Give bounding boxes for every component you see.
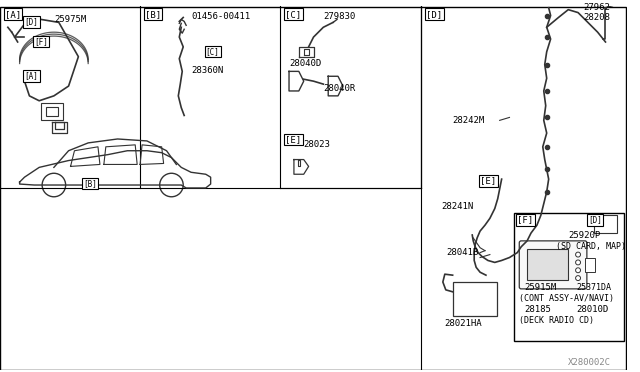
Text: 27962: 27962	[583, 3, 610, 12]
Text: [D]: [D]	[24, 17, 38, 26]
Text: 28021HA: 28021HA	[444, 319, 481, 328]
Text: 28040D: 28040D	[289, 60, 321, 68]
Text: 279830: 279830	[323, 12, 356, 22]
Circle shape	[575, 276, 580, 280]
Text: 28241N: 28241N	[441, 202, 473, 211]
Bar	[46, 107, 58, 116]
Text: 28040R: 28040R	[323, 84, 356, 93]
Text: [D]: [D]	[588, 215, 602, 224]
Text: 28010D: 28010D	[576, 305, 609, 314]
Text: 28185: 28185	[524, 305, 551, 314]
Text: 25920P: 25920P	[568, 231, 600, 240]
Text: (SD CARD, MAP): (SD CARD, MAP)	[557, 242, 627, 251]
Bar	[594, 215, 617, 233]
Text: [C]: [C]	[285, 10, 301, 19]
Text: [B]: [B]	[83, 179, 97, 188]
Text: 25915M: 25915M	[524, 283, 556, 292]
Text: (CONT ASSY-AV/NAVI): (CONT ASSY-AV/NAVI)	[519, 294, 614, 303]
Text: X280002C: X280002C	[568, 358, 611, 367]
Bar	[527, 249, 568, 280]
Bar	[515, 214, 624, 341]
Bar	[41, 103, 63, 121]
Text: 28208: 28208	[583, 13, 610, 22]
Text: [C]: [C]	[205, 47, 220, 56]
Text: 28242M: 28242M	[452, 116, 485, 125]
Text: 01456-00411: 01456-00411	[191, 12, 250, 22]
Circle shape	[575, 268, 580, 273]
Text: [F]: [F]	[35, 37, 48, 46]
Text: 25371DA: 25371DA	[576, 283, 611, 292]
Text: 25975M: 25975M	[54, 15, 86, 25]
FancyBboxPatch shape	[519, 241, 587, 289]
Text: [A]: [A]	[5, 10, 21, 19]
Text: 28360N: 28360N	[191, 66, 223, 75]
Text: [F]: [F]	[517, 215, 533, 224]
Text: (DECK RADIO CD): (DECK RADIO CD)	[519, 316, 595, 325]
Text: 28041B: 28041B	[447, 248, 479, 257]
Circle shape	[575, 260, 580, 265]
Text: [B]: [B]	[145, 10, 161, 19]
Text: [D]: [D]	[426, 10, 442, 19]
Bar	[452, 282, 497, 316]
Bar	[585, 257, 595, 272]
Circle shape	[575, 252, 580, 257]
Text: [E]: [E]	[285, 135, 301, 144]
Text: [A]: [A]	[24, 71, 38, 80]
Text: [E]: [E]	[480, 176, 496, 185]
Text: 28023: 28023	[304, 140, 331, 149]
